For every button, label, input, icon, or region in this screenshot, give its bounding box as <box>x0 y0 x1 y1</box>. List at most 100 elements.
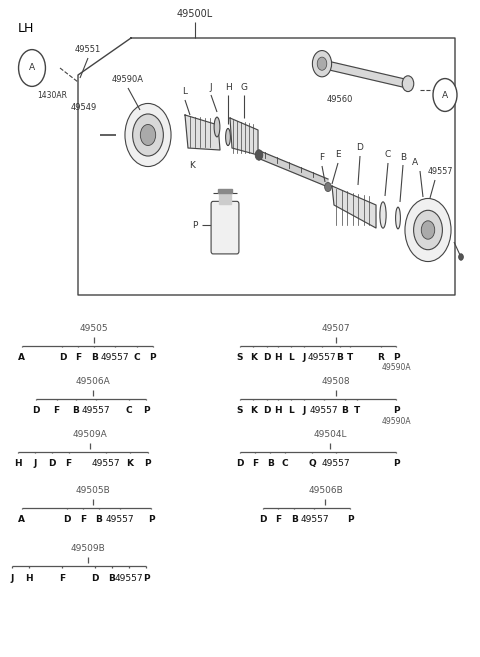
Text: B: B <box>341 406 348 415</box>
Text: H: H <box>275 406 282 415</box>
Text: 49505: 49505 <box>79 324 108 333</box>
Text: 49590A: 49590A <box>382 417 411 426</box>
Text: P: P <box>393 459 400 468</box>
Text: B: B <box>400 152 406 162</box>
Text: F: F <box>66 459 72 468</box>
Text: P: P <box>393 353 400 362</box>
Text: B: B <box>336 353 343 362</box>
Text: B: B <box>291 515 298 524</box>
Text: D: D <box>32 406 40 415</box>
Text: K: K <box>126 459 133 468</box>
Text: S: S <box>237 353 243 362</box>
Circle shape <box>140 124 156 145</box>
Text: H: H <box>225 83 231 91</box>
Text: J: J <box>302 406 306 415</box>
Text: B: B <box>96 515 102 524</box>
Text: 49500L: 49500L <box>177 9 213 19</box>
Text: 49506A: 49506A <box>75 376 110 386</box>
Text: H: H <box>14 459 22 468</box>
Text: D: D <box>63 515 71 524</box>
Circle shape <box>458 254 463 260</box>
Text: B: B <box>91 353 97 362</box>
Text: 49557: 49557 <box>106 515 134 524</box>
Text: A: A <box>18 515 25 524</box>
Text: D: D <box>59 353 66 362</box>
Text: 49508: 49508 <box>322 376 350 386</box>
Circle shape <box>125 103 171 166</box>
Text: 49557: 49557 <box>114 574 143 583</box>
Text: 49557: 49557 <box>307 353 336 362</box>
Text: P: P <box>149 353 156 362</box>
Text: 49507: 49507 <box>322 324 350 333</box>
Text: C: C <box>125 406 132 415</box>
Text: F: F <box>60 574 65 583</box>
Text: D: D <box>263 406 271 415</box>
Text: B: B <box>267 459 274 468</box>
Text: J: J <box>33 459 37 468</box>
Text: D: D <box>236 459 244 468</box>
Polygon shape <box>230 118 258 155</box>
Text: 49590A: 49590A <box>382 363 411 373</box>
Text: F: F <box>319 154 324 162</box>
Text: J: J <box>10 574 14 583</box>
Circle shape <box>433 79 457 112</box>
Polygon shape <box>185 115 220 150</box>
Text: 49557: 49557 <box>101 353 130 362</box>
Text: T: T <box>347 353 354 362</box>
Circle shape <box>317 57 327 70</box>
Text: P: P <box>143 406 150 415</box>
Text: H: H <box>25 574 33 583</box>
Text: P: P <box>143 574 150 583</box>
FancyBboxPatch shape <box>211 201 239 254</box>
Text: Q: Q <box>308 459 316 468</box>
Text: F: F <box>252 459 258 468</box>
Text: 49557: 49557 <box>300 515 329 524</box>
Ellipse shape <box>214 117 220 137</box>
Ellipse shape <box>380 202 386 228</box>
Text: 49509B: 49509B <box>71 544 105 553</box>
Polygon shape <box>322 60 408 88</box>
Text: E: E <box>335 150 341 160</box>
Text: LH: LH <box>18 22 35 35</box>
Text: 49505B: 49505B <box>75 486 110 495</box>
Circle shape <box>421 221 435 239</box>
Text: B: B <box>108 574 115 583</box>
Text: 49549: 49549 <box>71 104 97 112</box>
Text: 49557: 49557 <box>82 406 110 415</box>
Text: T: T <box>353 406 360 415</box>
Text: 49557: 49557 <box>427 168 453 177</box>
Text: C: C <box>282 459 288 468</box>
Text: F: F <box>80 515 86 524</box>
Circle shape <box>414 210 443 250</box>
Polygon shape <box>332 186 376 228</box>
Text: 49557: 49557 <box>310 406 338 415</box>
Text: C: C <box>385 150 391 160</box>
Text: F: F <box>75 353 81 362</box>
Text: H: H <box>275 353 282 362</box>
Text: A: A <box>442 91 448 99</box>
Text: 49590A: 49590A <box>112 76 144 85</box>
Circle shape <box>255 150 263 160</box>
Text: P: P <box>148 515 155 524</box>
Text: C: C <box>133 353 140 362</box>
Circle shape <box>312 51 332 77</box>
Polygon shape <box>219 193 231 204</box>
Text: L: L <box>288 406 294 415</box>
Circle shape <box>19 50 46 87</box>
Text: G: G <box>240 83 248 91</box>
Text: 1430AR: 1430AR <box>37 91 67 99</box>
Text: D: D <box>259 515 267 524</box>
Text: R: R <box>377 353 384 362</box>
Circle shape <box>324 183 331 192</box>
Text: 49551: 49551 <box>75 45 101 55</box>
Text: S: S <box>237 406 243 415</box>
Text: B: B <box>72 406 79 415</box>
Text: J: J <box>210 83 212 91</box>
Text: 49506B: 49506B <box>308 486 343 495</box>
Text: L: L <box>182 87 188 97</box>
Text: P: P <box>347 515 354 524</box>
Ellipse shape <box>226 129 230 146</box>
Text: 49557: 49557 <box>91 459 120 468</box>
Text: P: P <box>393 406 400 415</box>
Circle shape <box>402 76 414 91</box>
